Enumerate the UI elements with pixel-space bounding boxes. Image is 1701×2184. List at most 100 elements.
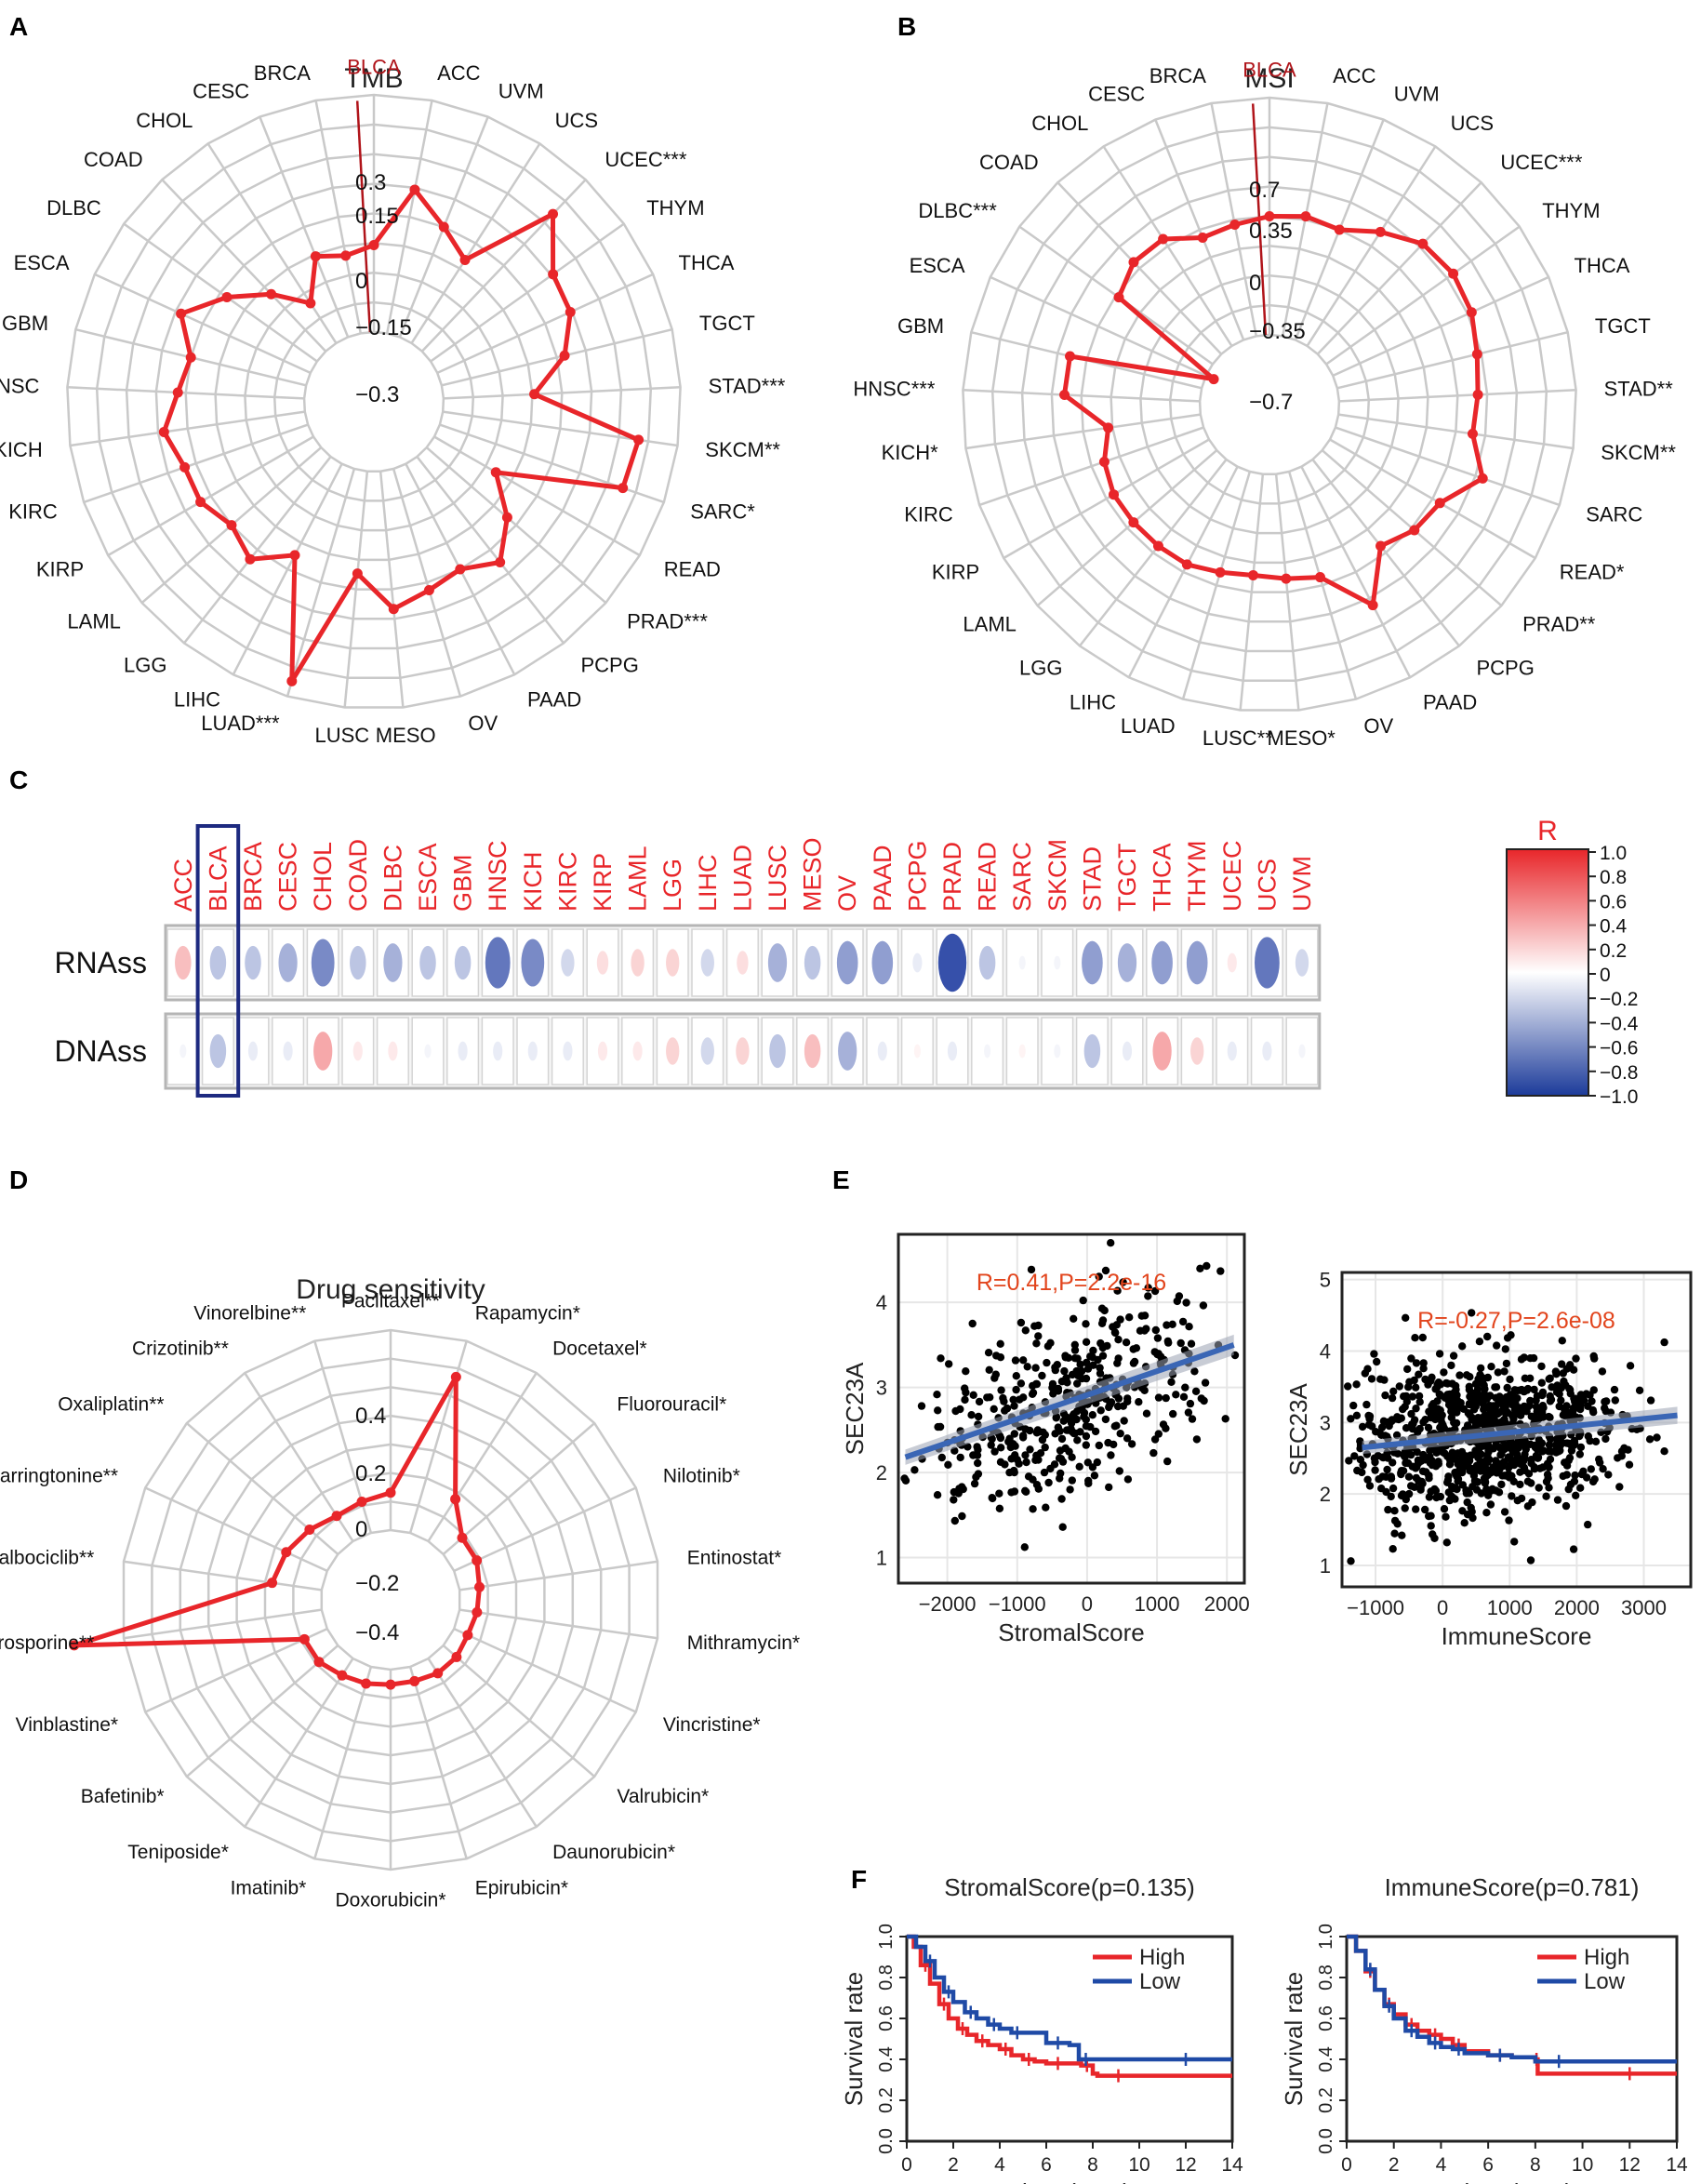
data-point xyxy=(1054,1384,1063,1393)
heatmap-cell-rnass-thym xyxy=(1186,940,1208,985)
data-point xyxy=(1489,1467,1498,1476)
y-tick-label: 0.4 xyxy=(876,2046,897,2072)
radial-tick-label: 0 xyxy=(355,269,367,294)
data-point xyxy=(1463,1498,1471,1507)
data-point xyxy=(1082,1374,1091,1383)
data-point xyxy=(1402,1313,1410,1323)
data-point xyxy=(1010,1430,1019,1438)
column-label-cesc: CESC xyxy=(274,842,302,912)
data-point xyxy=(1497,1480,1506,1489)
category-label-mithramycin: Mithramycin* xyxy=(687,1632,800,1654)
category-label-sarc: SARC* xyxy=(690,499,755,523)
data-point xyxy=(1601,1397,1609,1406)
data-point xyxy=(1033,1426,1043,1434)
data-point-ucec xyxy=(548,208,559,220)
heatmap-cell-dnass-brca xyxy=(247,1041,259,1061)
column-label-skcm: SKCM xyxy=(1043,839,1071,912)
grid-spoke-7 xyxy=(1336,330,1568,390)
heatmap-cell-rnass-esca xyxy=(419,945,436,980)
category-label-acc: ACC xyxy=(1333,64,1376,87)
radial-tick-label: −0.4 xyxy=(355,1620,399,1645)
category-label-prad: PRAD** xyxy=(1522,612,1596,635)
radial-tick-label: 0.15 xyxy=(355,204,399,229)
data-point xyxy=(1483,1332,1492,1341)
data-point xyxy=(1500,1508,1509,1516)
heatmap-cell-dnass-skcm xyxy=(1054,1044,1061,1059)
data-point-laml xyxy=(1128,517,1139,528)
grid-spoke-31 xyxy=(259,116,350,338)
grid-spoke-14 xyxy=(186,1645,339,1778)
data-point xyxy=(1458,1456,1468,1464)
data-point xyxy=(1044,1478,1053,1487)
data-point xyxy=(1584,1432,1593,1441)
data-point xyxy=(1407,1354,1415,1363)
category-label-epirubicin: Epirubicin* xyxy=(475,1877,568,1898)
data-point xyxy=(1013,1456,1022,1464)
data-point xyxy=(1635,1386,1644,1395)
heatmap-cell-rnass-skcm xyxy=(1054,955,1061,970)
data-point xyxy=(1090,1472,1099,1480)
data-point xyxy=(1402,1495,1411,1504)
data-point xyxy=(1484,1455,1494,1464)
data-point xyxy=(972,1472,980,1482)
heatmap-cell-rnass-uvm xyxy=(1295,949,1309,977)
data-point xyxy=(1029,1505,1037,1513)
data-point xyxy=(1362,1400,1371,1409)
data-point xyxy=(1018,1433,1028,1442)
data-point-docetaxel xyxy=(450,1494,461,1505)
grid-spoke-13 xyxy=(244,1658,354,1828)
category-label-gbm: GBM xyxy=(2,312,48,335)
data-point xyxy=(1412,1405,1420,1413)
data-point xyxy=(1031,1364,1040,1372)
data-point xyxy=(989,1494,997,1503)
data-point xyxy=(1451,1381,1460,1391)
data-point-kich xyxy=(158,426,169,437)
category-label-ucec: UCEC*** xyxy=(605,148,686,171)
data-point xyxy=(1089,1346,1097,1355)
data-point xyxy=(1473,1478,1482,1486)
data-point xyxy=(1082,1441,1091,1449)
data-point xyxy=(1645,1435,1654,1444)
data-point-crizotinib xyxy=(331,1511,342,1522)
drug-sensitivity-radar-chart: Drug sensitivity 0.4 0.2 0 −0.2 −0.4 Paclitaxe… xyxy=(0,1274,800,1911)
data-point xyxy=(1442,1538,1452,1547)
data-point xyxy=(1428,1457,1436,1465)
grid-spoke-10 xyxy=(408,1666,468,1859)
category-label-laml: LAML xyxy=(963,612,1016,635)
data-point xyxy=(975,1397,984,1406)
data-point-nilotinib xyxy=(472,1555,483,1566)
grid-spoke-8 xyxy=(1338,389,1576,403)
data-point xyxy=(1449,1352,1458,1360)
legend-tick-label: 0 xyxy=(1600,965,1611,986)
data-point xyxy=(1440,1368,1448,1377)
category-label-kich: KICH xyxy=(0,438,43,461)
data-point xyxy=(1468,1309,1476,1317)
data-point xyxy=(1057,1495,1066,1503)
panel-label-f: F xyxy=(851,1865,867,1894)
category-label-doxorubicin: Doxorubicin* xyxy=(335,1889,445,1911)
x-tick-label: 4 xyxy=(994,2154,1005,2176)
heatmap-cell-rnass-sarc xyxy=(1018,955,1026,970)
data-point xyxy=(1030,1322,1039,1330)
data-point xyxy=(1447,1361,1455,1370)
grid-spoke-12 xyxy=(313,1666,373,1859)
data-point xyxy=(1415,1392,1424,1401)
data-point xyxy=(1500,1445,1508,1454)
category-label-prad: PRAD*** xyxy=(627,609,708,633)
data-point xyxy=(901,1476,910,1485)
data-point xyxy=(997,1444,1005,1452)
data-point xyxy=(1444,1472,1453,1481)
heatmap-cell-frame xyxy=(1110,928,1144,997)
data-point xyxy=(1393,1449,1402,1458)
data-point xyxy=(1000,1397,1008,1405)
data-point-meso xyxy=(388,604,399,615)
data-point xyxy=(1371,1458,1379,1467)
msi-radar-chart: MSI 0.7 0.35 0 −0.35 −0.7 BLCA ACC UVM UCS UCEC***… xyxy=(853,59,1676,750)
data-point xyxy=(1482,1509,1491,1517)
data-point xyxy=(1428,1373,1436,1382)
data-point xyxy=(1543,1471,1552,1479)
data-point xyxy=(1552,1370,1561,1378)
grid-ring-0 xyxy=(302,330,445,473)
y-tick-label: 4 xyxy=(1320,1340,1331,1364)
category-label-lihc: LIHC xyxy=(1070,691,1116,714)
